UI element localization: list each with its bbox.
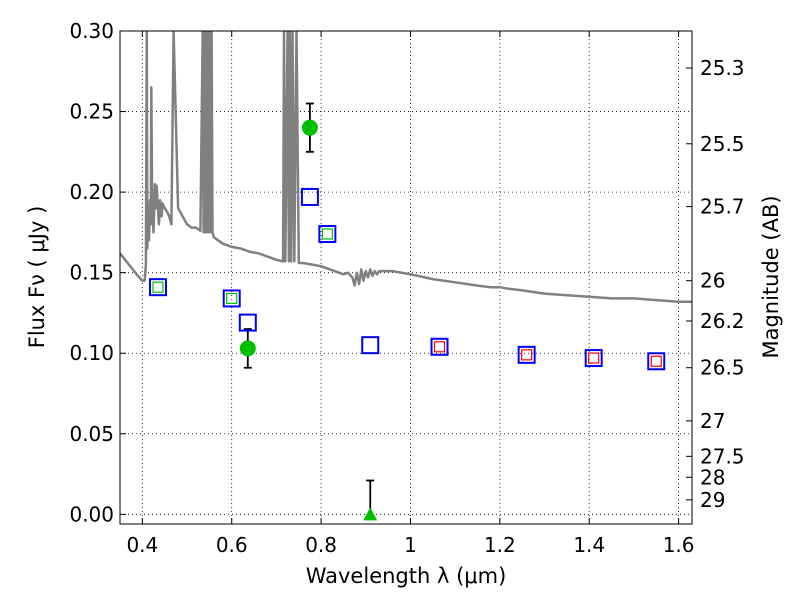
y-axis-label: Flux Fν ( μJy ) — [25, 206, 49, 349]
model-square-blue — [318, 225, 337, 243]
model-square-blue — [647, 352, 666, 371]
mag-tick-label: 27 — [700, 409, 725, 433]
model-square-blue — [361, 336, 380, 355]
x-tick-label: 0.6 — [216, 533, 248, 557]
series-layer — [120, 31, 692, 521]
spectrum-line — [120, 31, 692, 303]
x-tick-label: 0.4 — [126, 533, 158, 557]
x-tick-label: 1.2 — [484, 533, 516, 557]
y-tick-label: 0.05 — [69, 422, 114, 446]
model-square-inner — [152, 281, 164, 293]
mag-tick-label: 26.5 — [700, 356, 745, 380]
y-tick-label: 0.10 — [69, 341, 114, 365]
mag-tick-label: 28 — [700, 465, 725, 489]
y-tick-label: 0.00 — [69, 502, 114, 526]
x-tick-label: 1.6 — [663, 533, 695, 557]
x-tick-label: 1.4 — [573, 533, 605, 557]
y-tick-label: 0.30 — [69, 19, 114, 43]
y-tick-label: 0.15 — [69, 261, 114, 285]
model-square-inner — [588, 352, 600, 364]
mag-tick-label: 25.5 — [700, 132, 745, 156]
upper-limit-marker — [363, 507, 378, 521]
detection-point — [239, 340, 256, 357]
mag-tick-label: 27.5 — [700, 444, 745, 468]
model-square-inner — [650, 355, 662, 367]
model-square-blue — [300, 187, 319, 206]
plot-frame — [119, 30, 693, 525]
mag-tick-label: 25.3 — [700, 56, 745, 80]
mag-tick-label: 26.2 — [700, 309, 745, 333]
y2-axis-label: Magnitude (AB) — [759, 195, 783, 358]
model-square-blue — [238, 313, 257, 332]
model-square-blue — [517, 345, 536, 364]
model-square-inner — [226, 292, 238, 305]
detection-point — [301, 119, 318, 136]
model-square-blue — [222, 289, 241, 308]
model-square-blue — [148, 278, 167, 297]
y-tick-label: 0.25 — [69, 100, 114, 124]
x-tick-label: 1 — [404, 533, 417, 557]
x-axis-label: Wavelength λ (μm) — [306, 564, 507, 588]
model-square-inner — [321, 228, 333, 240]
model-square-inner — [521, 349, 533, 361]
mag-tick-label: 25.7 — [700, 195, 745, 219]
model-square-inner — [433, 341, 446, 353]
mag-tick-label: 26 — [700, 269, 725, 293]
x-tick-label: 0.8 — [305, 533, 337, 557]
axes: 0.4 0.6 0.8 1 1.2 1.4 1.6 0.00 0.05 0.10 0.15 0.20 0… — [69, 19, 744, 557]
y-tick-label: 0.20 — [69, 180, 114, 204]
model-square-blue — [584, 349, 603, 368]
model-square-blue — [430, 337, 449, 356]
mag-tick-label: 29 — [700, 488, 725, 512]
